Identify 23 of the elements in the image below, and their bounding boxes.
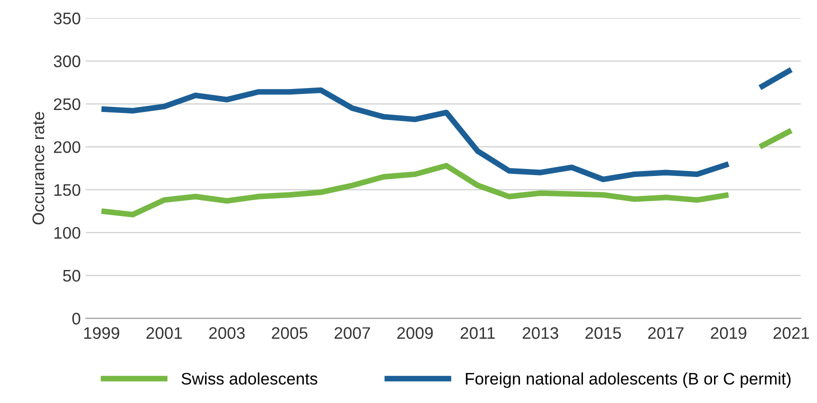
x-tick-label: 2021 — [774, 327, 809, 339]
legend-label: Foreign national adolescents (B or C permit) — [466, 372, 791, 388]
x-tick-label: 2013 — [522, 327, 558, 339]
x-tick-label: 2009 — [397, 327, 433, 339]
y-tick-label: 0 — [72, 312, 80, 325]
x-tick-label: 2003 — [209, 327, 245, 339]
x-tick-label: 2019 — [710, 327, 746, 339]
y-axis-title: Occurance rate — [32, 112, 44, 224]
x-tick-label: 2005 — [272, 327, 308, 339]
y-tick-label: 200 — [54, 141, 80, 154]
x-tick-label: 1999 — [84, 327, 120, 339]
y-tick-label: 50 — [63, 270, 80, 282]
x-tick-label: 2015 — [585, 327, 621, 339]
y-tick-label: 150 — [54, 184, 80, 196]
x-tick-label: 2017 — [648, 327, 684, 339]
legend-label: Swiss adolescents — [182, 372, 318, 385]
x-tick-label: 2011 — [460, 327, 495, 339]
y-tick-label: 300 — [54, 55, 80, 68]
y-tick-label: 100 — [54, 226, 80, 239]
x-tick-label: 2007 — [334, 327, 370, 339]
x-tick-label: 2001 — [146, 327, 182, 339]
y-tick-label: 350 — [54, 12, 80, 24]
y-tick-label: 250 — [54, 98, 80, 110]
